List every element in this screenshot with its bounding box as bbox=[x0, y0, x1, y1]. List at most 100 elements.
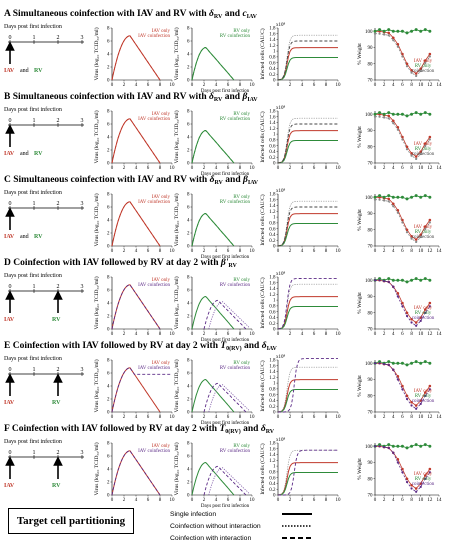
panel-C: C Simultaneous coinfection with IAV and … bbox=[4, 175, 442, 260]
panel-title-text: Coinfection with IAV followed by RV at d… bbox=[13, 258, 221, 268]
weight-coinfection-point bbox=[419, 319, 422, 322]
timeline-caption: Days post first infection bbox=[4, 272, 62, 279]
cells-y-tick-label: 1.4 bbox=[269, 38, 276, 43]
timeline-tick-label: 3 bbox=[81, 450, 84, 456]
weight-coinfection-point bbox=[396, 378, 399, 381]
weight-coinfection-point bbox=[405, 231, 409, 234]
rv-label: RV bbox=[52, 400, 61, 406]
and-label: and bbox=[20, 68, 29, 74]
weight-x-tick-label: 0 bbox=[374, 415, 377, 420]
weight-rv-point bbox=[405, 31, 409, 35]
iav-virus-x-tick-label: 2 bbox=[123, 83, 126, 88]
cells-y-tick-label: 1.6 bbox=[269, 364, 276, 369]
weight-x-tick-label: 14 bbox=[437, 332, 443, 337]
iav-virus-x-tick-label: 4 bbox=[135, 498, 138, 503]
virus-axis-label-1: Virus (log₁₀ TCID₅₀/ml) bbox=[93, 27, 100, 80]
weight-coinfection-point bbox=[373, 362, 377, 365]
weight-iav-point bbox=[419, 399, 423, 402]
cells-x-tick-label: 10 bbox=[336, 249, 342, 254]
weight-legend-rv: RV only bbox=[415, 394, 432, 399]
cells-x-tick-label: 8 bbox=[325, 83, 328, 88]
panel-letter: E bbox=[4, 341, 13, 351]
weight-iav-point bbox=[423, 225, 427, 228]
weight-x-tick-label: 8 bbox=[410, 166, 413, 171]
cells-y-tick-label: 1.2 bbox=[269, 44, 276, 49]
cells-x-tick-label: 6 bbox=[313, 332, 316, 337]
title-sub-2: IAV bbox=[247, 14, 258, 20]
rv-virus-x-tick-label: 2 bbox=[203, 249, 206, 254]
weight-rv-point bbox=[414, 443, 418, 447]
weight-x-tick-label: 6 bbox=[401, 249, 404, 254]
rv-virus-x-tick-label: 2 bbox=[203, 83, 206, 88]
weight-iav-point bbox=[405, 394, 409, 398]
weight-x-tick-label: 10 bbox=[418, 166, 424, 171]
x-axis-label-row: Days post first infection bbox=[201, 421, 250, 426]
cells-y-tick-label: 0.2 bbox=[269, 322, 276, 327]
rv-virus-x-tick-label: 10 bbox=[250, 332, 256, 337]
virus-axis-label-1: Virus (log₁₀ TCID₅₀/ml) bbox=[93, 110, 100, 163]
cells-y-tick-label: 0.6 bbox=[269, 144, 276, 149]
iav-virus-y-tick-label: 8 bbox=[107, 27, 110, 32]
weight-coinfection-point bbox=[383, 199, 386, 202]
weight-coinfection-point bbox=[378, 198, 381, 201]
weight-rv-point bbox=[428, 361, 432, 365]
cells-y-tick-label: 1.4 bbox=[269, 204, 276, 209]
weight-iav-point bbox=[410, 234, 413, 238]
weight-coinfection-point bbox=[401, 55, 404, 58]
rv-label: RV bbox=[34, 151, 43, 157]
weight-rv-point bbox=[400, 195, 404, 199]
weight-rv-point bbox=[423, 194, 427, 198]
weight-x-tick-label: 4 bbox=[392, 249, 395, 254]
cells-iav-line bbox=[277, 213, 338, 247]
weight-rv-point bbox=[419, 195, 423, 199]
weight-iav-point bbox=[401, 467, 404, 471]
cells-y-tick-label: 1.2 bbox=[269, 127, 276, 132]
rv-virus-x-tick-label: 4 bbox=[215, 415, 218, 420]
weight-coinfection-point bbox=[378, 115, 381, 118]
weight-legend-coinf: coinfection bbox=[412, 152, 435, 157]
iav-only-line bbox=[111, 201, 161, 247]
iav-virus-y-tick-label: 6 bbox=[107, 372, 110, 377]
cells-y-tick-label: 1 bbox=[273, 133, 276, 138]
iav-virus-x-tick-label: 6 bbox=[147, 415, 150, 420]
weight-coinfection-point bbox=[410, 321, 413, 324]
and-label: and bbox=[20, 234, 29, 240]
iav-virus-y-tick-label: 2 bbox=[107, 232, 110, 237]
rv-virus-y-tick-label: 0 bbox=[187, 79, 190, 84]
weight-x-tick-label: 0 bbox=[374, 249, 377, 254]
weight-coinfection-point bbox=[428, 471, 431, 474]
cells-y-tick-label: 0 bbox=[273, 494, 276, 499]
weight-y-tick-label: 100 bbox=[365, 279, 373, 284]
iav-virus-x-tick-label: 0 bbox=[111, 249, 114, 254]
panel-letter: F bbox=[4, 424, 12, 434]
title-symbol-2: δ bbox=[262, 341, 267, 351]
weight-iav-point bbox=[414, 321, 418, 324]
cells-axis-label: Infected cells (CAU/C) bbox=[259, 28, 266, 79]
panel-title-text: Simultaneous coinfection with IAV and RV… bbox=[13, 92, 209, 102]
weight-rv-point bbox=[419, 361, 423, 365]
iav-virus-y-tick-label: 0 bbox=[107, 245, 110, 250]
cells-iav-line bbox=[277, 47, 338, 81]
rv-only-line bbox=[191, 46, 235, 81]
weight-coinfection-point bbox=[396, 128, 399, 131]
cells-interaction-line bbox=[277, 40, 338, 81]
legend-iav-only: IAV only bbox=[152, 29, 171, 34]
weight-rv-point bbox=[378, 360, 382, 364]
virus-axis-label-2: Virus (log₁₀ TCID₅₀/ml) bbox=[173, 276, 180, 329]
weight-x-tick-label: 8 bbox=[410, 332, 413, 337]
weight-x-tick-label: 8 bbox=[410, 498, 413, 503]
x-axis-label-row: Days post first infection bbox=[201, 504, 250, 509]
rv-virus-y-tick-label: 6 bbox=[187, 455, 190, 460]
weight-x-tick-label: 14 bbox=[437, 166, 443, 171]
weight-iav-point bbox=[401, 301, 404, 305]
title-symbol-1: β' bbox=[220, 258, 229, 268]
weight-legend-iav: IAV only bbox=[414, 472, 433, 477]
cells-y-tick-label: 0.4 bbox=[269, 150, 276, 155]
iav-virus-y-tick-label: 0 bbox=[107, 328, 110, 333]
weight-iav-point bbox=[396, 125, 400, 129]
rv-virus-y-tick-label: 8 bbox=[187, 359, 190, 364]
weight-rv-point bbox=[373, 29, 377, 33]
cells-y-tick-label: 0 bbox=[273, 328, 276, 333]
iav-virus-x-tick-label: 4 bbox=[135, 166, 138, 171]
iav-coinfection-line bbox=[111, 367, 172, 413]
